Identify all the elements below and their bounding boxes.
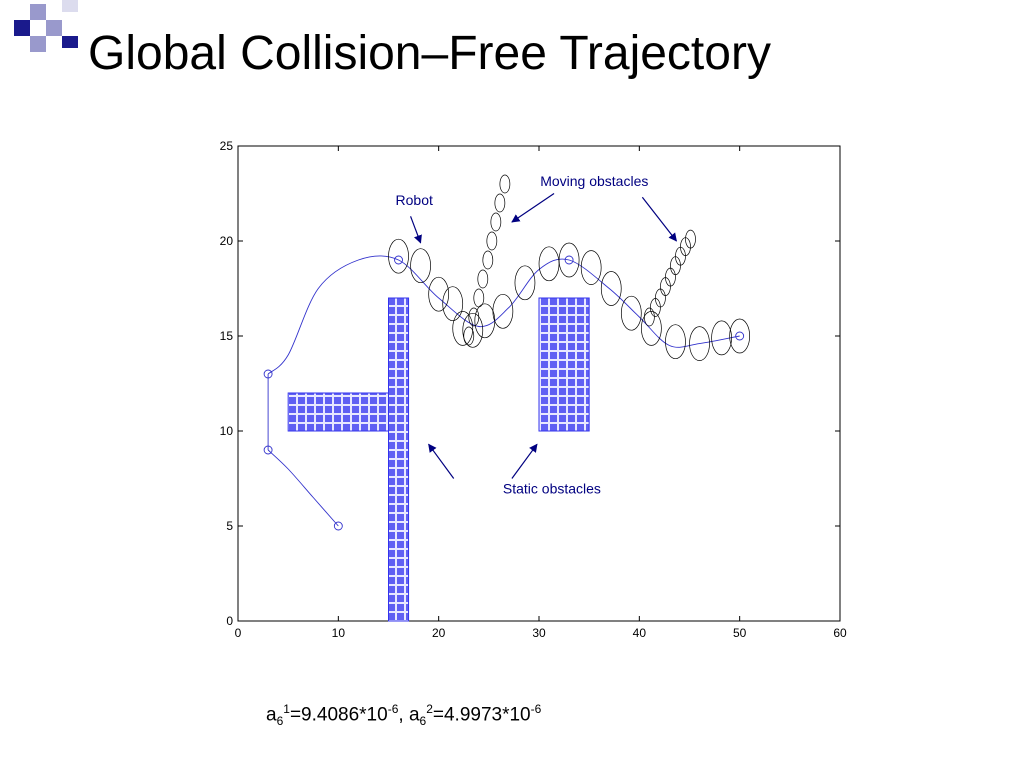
robot-footprint — [462, 312, 484, 348]
formula-sup: 2 — [426, 702, 433, 716]
deco-square — [14, 20, 30, 36]
robot-footprint — [410, 248, 431, 284]
robot-waypoint-marker — [333, 521, 343, 531]
x-tick-label: 60 — [833, 626, 847, 640]
moving-obstacle — [468, 307, 480, 327]
robot-waypoint-marker — [564, 255, 574, 265]
robot-footprint — [452, 311, 474, 346]
y-tick-label: 10 — [220, 424, 234, 438]
formula-exp: -6 — [387, 702, 399, 716]
annotation-label: Robot — [396, 192, 433, 208]
annotation-arrow — [410, 216, 422, 244]
moving-obstacle — [477, 269, 489, 289]
robot-footprint — [442, 286, 464, 322]
coefficient-formula: a61=9.4086*10-6, a62=4.9973*10-6 — [266, 702, 541, 728]
static-obstacle — [388, 297, 410, 622]
moving-obstacle — [486, 231, 498, 251]
robot-footprint — [514, 265, 536, 301]
robot-footprint — [689, 326, 710, 361]
deco-square — [30, 36, 46, 52]
annotation-arrow — [511, 443, 538, 479]
annotations-layer: Robot Moving obstacles Static obstacles — [396, 173, 677, 497]
annotation-label: Static obstacles — [503, 481, 601, 497]
formula-base: a — [266, 704, 277, 726]
static-obstacle — [287, 392, 400, 432]
y-tick-label: 0 — [226, 614, 233, 628]
x-tick-label: 40 — [633, 626, 647, 640]
formula-sup: 1 — [283, 702, 290, 716]
robot-waypoint-marker — [263, 445, 273, 455]
moving-obstacle-layer — [463, 174, 696, 346]
x-tick-label: 0 — [235, 626, 242, 640]
annotation-label: Moving obstacles — [540, 173, 648, 189]
slide-title: Global Collision–Free Trajectory — [88, 27, 771, 80]
robot-path-segment — [267, 255, 740, 375]
static-obstacle — [538, 297, 590, 432]
moving-obstacle — [490, 212, 502, 232]
robot-footprint — [428, 276, 450, 312]
robot-footprint — [665, 324, 686, 360]
annotation-arrow — [428, 443, 455, 479]
moving-obstacle — [499, 174, 511, 194]
robot-footprint — [580, 250, 602, 285]
robot-footprint — [492, 293, 514, 329]
robot-waypoint-marker — [394, 255, 403, 265]
robot-footprint — [388, 238, 409, 274]
moving-obstacle — [482, 250, 494, 270]
formula-value: =4.9973*10 — [432, 704, 531, 726]
robot-path-layer — [263, 255, 745, 531]
annotation-arrow — [511, 193, 555, 223]
robot-footprint — [558, 242, 580, 278]
robot-footprint — [620, 295, 642, 331]
deco-square — [62, 0, 78, 12]
moving-obstacle — [494, 193, 506, 213]
moving-obstacle — [463, 326, 475, 346]
moving-obstacle — [644, 307, 655, 327]
x-tick-label: 30 — [532, 626, 546, 640]
y-tick-label: 25 — [220, 139, 234, 153]
formula-base: a — [408, 704, 420, 726]
annotation-arrow — [641, 196, 677, 242]
moving-obstacle — [473, 288, 485, 308]
robot-footprint — [641, 311, 662, 346]
formula-sub: 6 — [419, 714, 427, 729]
x-tick-label: 50 — [733, 626, 747, 640]
robot-footprint — [600, 271, 622, 306]
axes: 0 10 20 30 40 50 60 0 5 10 15 20 25 — [220, 139, 847, 640]
formula-exp: -6 — [530, 702, 542, 716]
static-obstacle-layer — [287, 297, 590, 622]
deco-square — [46, 20, 62, 36]
robot-footprint-layer — [388, 238, 751, 361]
y-tick-label: 15 — [220, 329, 234, 343]
moving-obstacle — [685, 229, 696, 249]
robot-waypoint-marker — [735, 331, 745, 341]
y-tick-label: 5 — [226, 519, 233, 533]
title-decoration — [14, 0, 78, 52]
robot-path-segment — [267, 449, 339, 527]
robot-footprint — [729, 318, 751, 354]
deco-square — [30, 4, 46, 20]
formula-value: =9.4086*10 — [289, 704, 388, 726]
robot-footprint — [711, 320, 732, 356]
deco-square — [62, 36, 78, 48]
robot-waypoint-marker — [263, 369, 273, 379]
formula-sub: 6 — [276, 714, 284, 729]
x-tick-label: 10 — [332, 626, 346, 640]
formula-sep: , — [398, 704, 409, 726]
x-tick-label: 20 — [432, 626, 446, 640]
y-tick-label: 20 — [220, 234, 234, 248]
